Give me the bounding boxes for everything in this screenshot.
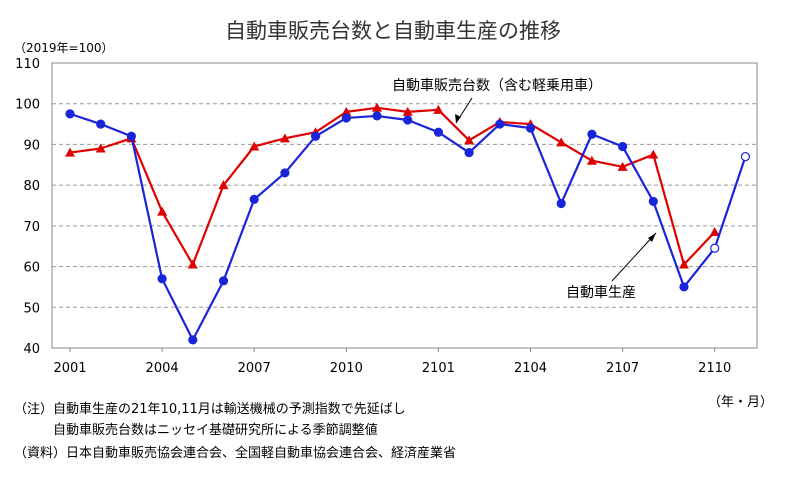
footnote-2: 自動車販売台数はニッセイ基礎研究所による季節調整値 [53,423,378,438]
data-point [311,131,321,141]
y-tick-label: 110 [15,57,40,72]
y-tick-label: 90 [23,138,40,153]
data-point [525,123,536,133]
data-point [617,161,628,171]
data-point [341,106,352,116]
data-point [249,194,259,204]
x-tick-label: 2010 [330,361,363,376]
data-point [279,133,290,143]
data-point [157,206,168,216]
data-point [679,282,689,292]
data-point [403,115,413,125]
sales-series-label: 自動車販売台数（含む軽乗用車） [392,77,602,94]
data-point [679,259,689,269]
data-point [740,152,751,162]
data-point [433,104,444,114]
plot-area [51,62,758,349]
series-line [69,106,716,266]
data-point [587,129,597,139]
y-tick-label: 80 [23,179,40,194]
production-label-arrow [611,232,657,282]
gridlines [52,103,757,308]
data-point [464,147,474,158]
data-point [648,149,659,159]
chart-title: 自動車販売台数と自動車生産の推移 [225,19,561,43]
y-tick-label: 60 [23,261,40,276]
y-tick-label: 50 [23,301,40,316]
data-point [218,276,229,286]
series-layer [65,102,751,345]
annotations: 自動車販売台数（含む軽乗用車） 自動車生産 [392,77,657,301]
data-point [402,106,413,116]
data-point [709,226,720,236]
sales-arrow-head [455,114,461,123]
series-2 [65,109,751,345]
data-point [710,243,720,253]
data-point [495,119,505,129]
data-point [586,155,597,165]
data-point [157,274,167,284]
data-point [433,127,443,137]
source-note: （資料）日本自動車販売協会連合会、全国軽自動車協会連合会、経済産業省 [14,446,457,461]
data-point [187,259,198,269]
production-arrow-head [648,233,656,242]
x-tick-label: 2101 [422,361,455,376]
data-point [464,135,475,145]
x-tick-label: 2110 [698,361,731,376]
x-tick-label: 2104 [514,361,547,376]
x-tick-label: 2107 [606,361,639,376]
data-point [65,147,75,157]
y-tick-label: 70 [23,220,40,235]
data-point [65,109,75,119]
x-unit-label: （年・月） [708,395,773,410]
data-point [556,198,566,209]
data-point [126,131,136,141]
data-point [249,141,260,151]
data-point [96,119,106,129]
footnote-1: （注）自動車生産の21年10,11月は輸送機械の予測指数で先延ばし [14,402,406,417]
data-point [280,168,290,178]
data-point [617,141,628,152]
x-axis: 2001 2004 2007 2010 2101 2104 2107 2110 [53,348,731,376]
data-point [218,180,229,190]
data-point [372,111,382,121]
y-axis: 40 50 60 70 80 90 100 110 [15,57,40,357]
data-point [372,102,382,112]
plot-border [51,62,758,349]
data-point [188,335,198,345]
production-series-label: 自動車生産 [566,284,636,301]
y-tick-label: 40 [23,342,40,357]
data-point [341,113,351,123]
x-tick-label: 2001 [53,361,86,376]
data-point [556,137,567,147]
series-1 [65,102,720,269]
data-point [95,143,106,153]
x-tick-label: 2004 [146,361,179,376]
y-tick-label: 100 [15,98,40,113]
x-tick-label: 2007 [238,361,271,376]
data-point [648,196,658,207]
y-unit-label: （2019年=100） [14,41,114,55]
